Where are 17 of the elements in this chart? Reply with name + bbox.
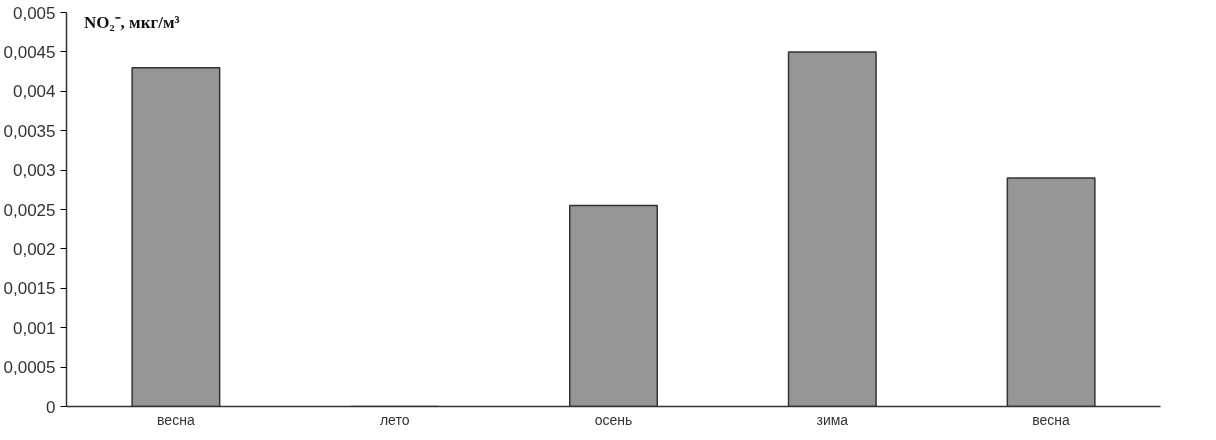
y-tick-label: 0,0005 xyxy=(3,358,56,378)
y-tick-label: 0,0035 xyxy=(3,121,56,141)
y-tick-label: 0,005 xyxy=(12,3,56,23)
y-axis-title: NO₂⁻, мкг/м³ xyxy=(84,12,180,32)
y-tick-label: 0,0015 xyxy=(3,279,56,299)
x-tick-label: зима xyxy=(816,411,849,428)
y-tick-label: 0 xyxy=(46,397,56,417)
y-tick-label: 0,003 xyxy=(12,161,56,181)
y-tick-label: 0,0025 xyxy=(3,200,56,220)
x-tick-label: лето xyxy=(379,411,410,428)
x-tick-label: весна xyxy=(1032,411,1071,428)
x-tick-label: осень xyxy=(594,411,633,428)
y-tick-label: 0,001 xyxy=(12,318,56,338)
x-tick-label: весна xyxy=(157,411,195,428)
y-tick-label: 0,002 xyxy=(12,239,56,259)
y-tick-label: 0,0045 xyxy=(3,42,56,62)
y-tick-label: 0,004 xyxy=(12,82,56,102)
